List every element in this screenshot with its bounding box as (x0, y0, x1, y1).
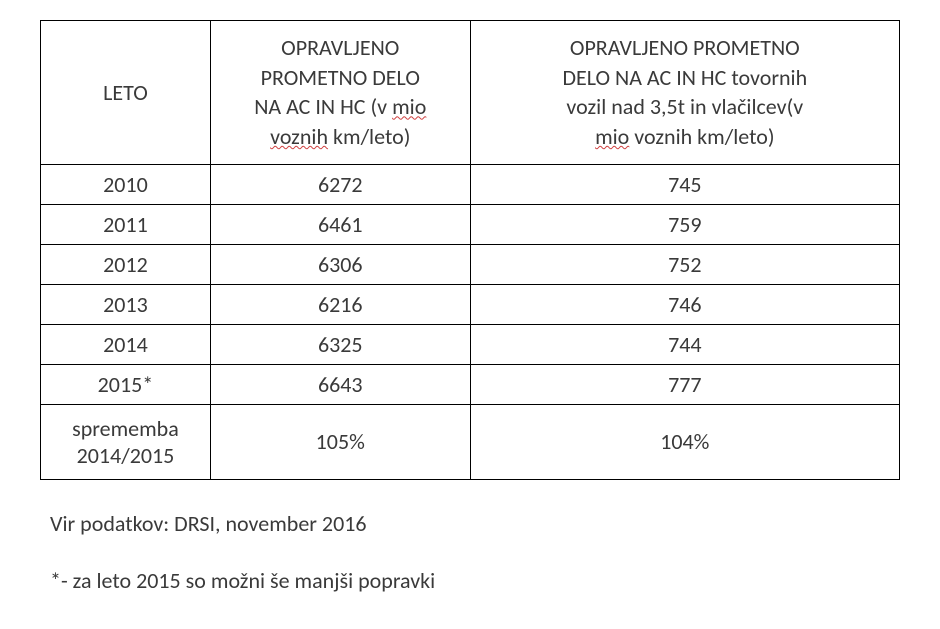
cell-year: 2012 (41, 244, 211, 284)
col2-line1: OPRAVLJENO PROMETNO (570, 34, 800, 61)
cell-trucks: 752 (470, 244, 899, 284)
cell-trucks: 744 (470, 324, 899, 364)
table-header-row: LETO OPRAVLJENO PROMETNO DELO NA AC IN H… (41, 21, 900, 165)
cell-total: 6306 (210, 244, 470, 284)
summary-label-line2: 2014/2015 (77, 442, 175, 469)
col1-line2: PROMETNO DELO (261, 64, 420, 91)
source-text: Vir podatkov: DRSI, november 2016 (50, 510, 900, 537)
footnote-text: *- za leto 2015 so možni še manjši popra… (50, 567, 900, 594)
cell-total: 6325 (210, 324, 470, 364)
table-row: 2013 6216 746 (41, 284, 900, 324)
col1-line4a: voznih (270, 123, 328, 150)
cell-trucks: 759 (470, 204, 899, 244)
col2-line4a: mio (595, 123, 629, 150)
col-header-year: LETO (41, 21, 211, 165)
cell-year: 2011 (41, 204, 211, 244)
traffic-data-table: LETO OPRAVLJENO PROMETNO DELO NA AC IN H… (40, 20, 900, 480)
cell-year: 2010 (41, 164, 211, 204)
cell-total: 6216 (210, 284, 470, 324)
table-row: 2014 6325 744 (41, 324, 900, 364)
col1-line3a: NA AC IN HC (v (254, 93, 392, 120)
cell-summary-trucks: 104% (470, 404, 899, 479)
cell-year: 2015* (41, 364, 211, 404)
table-row: 2011 6461 759 (41, 204, 900, 244)
table-row: 2010 6272 745 (41, 164, 900, 204)
cell-total: 6272 (210, 164, 470, 204)
table-row: 2012 6306 752 (41, 244, 900, 284)
cell-total: 6643 (210, 364, 470, 404)
col2-line2: DELO NA AC IN HC tovornih (562, 64, 807, 91)
cell-year: 2014 (41, 324, 211, 364)
col1-line4b: km/leto) (328, 123, 410, 150)
table-row: 2015* 6643 777 (41, 364, 900, 404)
cell-year: 2013 (41, 284, 211, 324)
col1-line3b: mio (392, 93, 426, 120)
cell-trucks: 777 (470, 364, 899, 404)
cell-total: 6461 (210, 204, 470, 244)
col2-line4b: voznih km/leto) (629, 123, 774, 150)
cell-trucks: 746 (470, 284, 899, 324)
cell-trucks: 745 (470, 164, 899, 204)
table-summary-row: sprememba 2014/2015 105% 104% (41, 404, 900, 479)
col-header-total: OPRAVLJENO PROMETNO DELO NA AC IN HC (v … (210, 21, 470, 165)
col-header-year-label: LETO (49, 78, 202, 108)
summary-label-line1: sprememba (72, 415, 179, 442)
col-header-trucks: OPRAVLJENO PROMETNO DELO NA AC IN HC tov… (470, 21, 899, 165)
cell-summary-total: 105% (210, 404, 470, 479)
col2-line3: vozil nad 3,5t in vlačilcev(v (566, 93, 803, 120)
cell-summary-label: sprememba 2014/2015 (41, 404, 211, 479)
col1-line1: OPRAVLJENO (281, 34, 399, 61)
